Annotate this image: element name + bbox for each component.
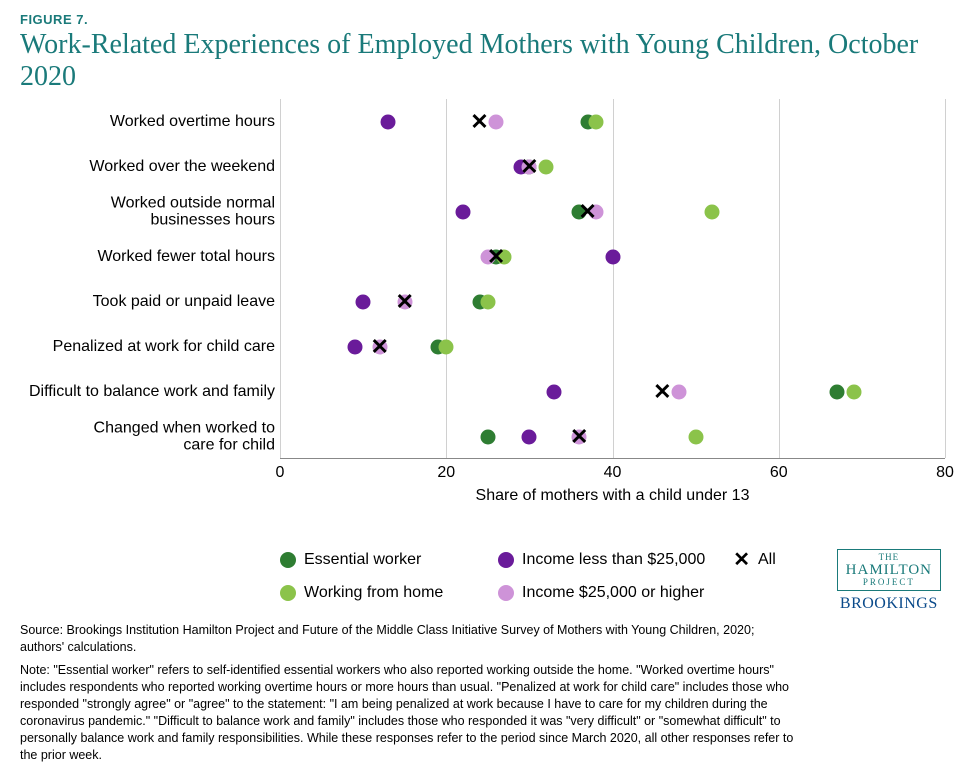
data-marker-dot xyxy=(480,429,495,444)
category-label: Changed when worked tocare for child xyxy=(25,419,275,454)
legend-label: Income $25,000 or higher xyxy=(522,584,704,602)
category-label: Took paid or unpaid leave xyxy=(25,293,275,311)
data-marker-dot xyxy=(705,204,720,219)
data-marker-x: ✕ xyxy=(371,336,389,358)
data-marker-dot xyxy=(829,384,844,399)
data-marker-dot xyxy=(455,204,470,219)
hamilton-logo-project: PROJECT xyxy=(846,578,932,587)
x-tick-label: 40 xyxy=(604,464,622,482)
data-marker-dot xyxy=(588,114,603,129)
x-axis-label: Share of mothers with a child under 13 xyxy=(280,487,945,505)
category-label: Penalized at work for child care xyxy=(25,338,275,356)
legend-label: All xyxy=(758,551,776,569)
hamilton-logo: THE HAMILTON PROJECT xyxy=(837,549,941,592)
data-marker-dot xyxy=(347,339,362,354)
category-label: Worked over the weekend xyxy=(25,158,275,176)
legend-label: Working from home xyxy=(304,584,443,602)
category-label: Worked fewer total hours xyxy=(25,248,275,266)
data-marker-dot xyxy=(439,339,454,354)
legend-dot-icon xyxy=(498,585,514,601)
gridline xyxy=(779,99,780,458)
legend-x-icon: ✕ xyxy=(733,547,750,572)
data-marker-dot xyxy=(522,429,537,444)
gridline xyxy=(280,99,281,458)
note-text: Note: "Essential worker" refers to self-… xyxy=(20,662,800,763)
category-label: Worked outside normalbusinesses hours xyxy=(25,194,275,229)
plot-area: ✕ ✕ ✕ ✕ ✕ ✕ ✕ ✕ xyxy=(280,99,945,459)
data-marker-dot xyxy=(356,294,371,309)
legend-item: Essential worker xyxy=(280,551,470,569)
hamilton-logo-name: HAMILTON xyxy=(846,562,932,579)
data-marker-dot xyxy=(688,429,703,444)
data-marker-x: ✕ xyxy=(470,111,488,133)
x-tick-label: 20 xyxy=(437,464,455,482)
data-marker-x: ✕ xyxy=(487,246,505,268)
data-marker-dot xyxy=(547,384,562,399)
x-tick-label: 80 xyxy=(936,464,954,482)
chart-title: Work-Related Experiences of Employed Mot… xyxy=(20,29,945,93)
legend-label: Essential worker xyxy=(304,551,421,569)
data-marker-dot xyxy=(846,384,861,399)
brookings-logo: BROOKINGS xyxy=(837,595,941,613)
x-tick-label: 60 xyxy=(770,464,788,482)
legend-item: Income $25,000 or higher xyxy=(498,584,704,602)
gridline xyxy=(945,99,946,458)
logo-block: THE HAMILTON PROJECT BROOKINGS xyxy=(837,549,941,614)
x-tick-label: 0 xyxy=(276,464,285,482)
figure-label: FIGURE 7. xyxy=(20,12,945,27)
data-marker-x: ✕ xyxy=(578,201,596,223)
legend-dot-icon xyxy=(498,552,514,568)
data-marker-x: ✕ xyxy=(520,156,538,178)
data-marker-dot xyxy=(480,294,495,309)
data-marker-x: ✕ xyxy=(570,426,588,448)
data-marker-x: ✕ xyxy=(653,381,671,403)
data-marker-dot xyxy=(605,249,620,264)
gridline xyxy=(613,99,614,458)
legend-label: Income less than $25,000 xyxy=(522,551,705,569)
legend-item: Working from home xyxy=(280,584,470,602)
legend-dot-icon xyxy=(280,552,296,568)
category-label: Worked overtime hours xyxy=(25,113,275,131)
notes-block: Source: Brookings Institution Hamilton P… xyxy=(20,622,800,763)
data-marker-dot xyxy=(672,384,687,399)
legend-dot-icon xyxy=(280,585,296,601)
chart-container: ✕✕✕✕✕✕✕✕ Share of mothers with a child u… xyxy=(20,99,945,499)
data-marker-dot xyxy=(489,114,504,129)
gridline xyxy=(446,99,447,458)
data-marker-dot xyxy=(539,159,554,174)
category-label: Difficult to balance work and family xyxy=(25,383,275,401)
legend-item: Income less than $25,000 xyxy=(498,551,705,569)
data-marker-x: ✕ xyxy=(395,291,413,313)
data-marker-dot xyxy=(381,114,396,129)
source-text: Source: Brookings Institution Hamilton P… xyxy=(20,622,800,656)
hamilton-logo-the: THE xyxy=(846,553,932,562)
